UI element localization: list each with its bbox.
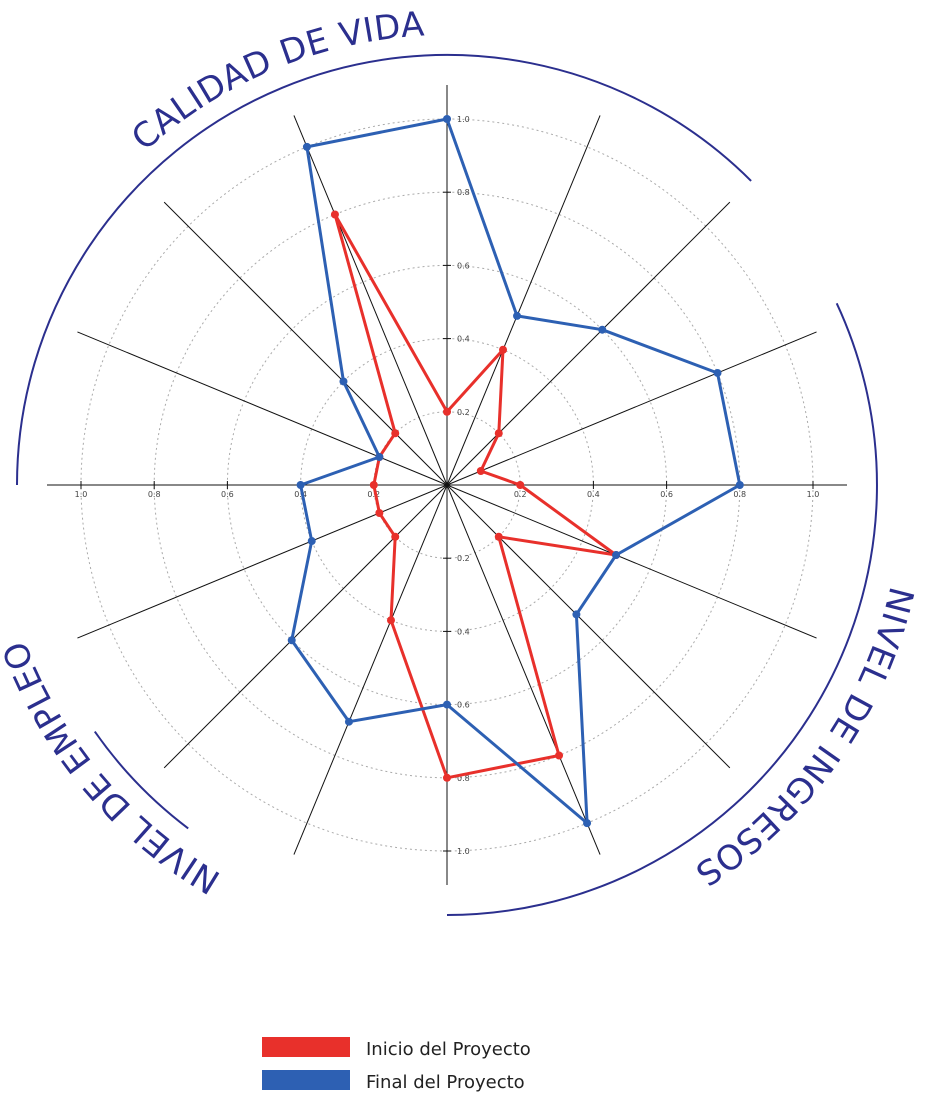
series-layer	[287, 115, 744, 828]
data-point-series-2	[598, 325, 607, 334]
group-label-text: NIVEL DE EMPLEO	[0, 635, 226, 901]
data-point-series-1	[516, 481, 525, 489]
data-point-series-2	[307, 537, 316, 546]
axis-spoke-2	[446, 115, 601, 486]
group-arc-1	[16, 53, 752, 486]
tick-label: 0.2	[367, 490, 380, 499]
data-point-series-2	[735, 481, 744, 489]
axis-spoke-10	[293, 484, 448, 855]
axis-spoke-4	[446, 331, 817, 486]
legend-label-2: Final del Proyecto	[366, 1072, 525, 1093]
data-point-series-2	[443, 115, 451, 123]
data-point-series-1	[391, 532, 400, 541]
group-label-text: CALIDAD DE VIDA	[124, 4, 425, 158]
axis-spoke-11	[163, 484, 448, 769]
data-point-series-2	[344, 717, 353, 726]
tick-label: 1.0	[457, 847, 470, 856]
data-point-series-2	[375, 452, 384, 461]
group-label-2: NIVEL DE INGRESOS	[688, 583, 921, 894]
group-arc-3	[93, 731, 189, 830]
tick-label: 0.2	[457, 408, 470, 417]
tick-label: 0.4	[457, 627, 470, 636]
tick-label: 0.6	[457, 261, 470, 270]
data-point-series-1	[369, 481, 378, 489]
data-point-series-1	[476, 466, 485, 475]
axis-spoke-16	[293, 115, 448, 486]
tick-label: 1.0	[457, 115, 470, 124]
axis-spoke-6	[446, 484, 817, 639]
group-label-1: CALIDAD DE VIDA	[124, 4, 426, 158]
tick-label: 0.6	[221, 490, 234, 499]
data-point-series-1	[391, 429, 400, 438]
tick-label: 0.4	[587, 490, 600, 499]
tick-label: 0.8	[733, 490, 746, 499]
tick-label: 0.8	[457, 774, 470, 783]
legend: Inicio del Proyecto Final del Proyecto	[262, 1037, 531, 1093]
data-point-series-1	[494, 429, 503, 438]
tick-label: 0.8	[148, 490, 161, 499]
tick-label: 0.8	[457, 188, 470, 197]
data-point-series-2	[513, 311, 522, 320]
data-point-series-2	[287, 636, 296, 645]
data-point-series-1	[555, 751, 564, 760]
legend-swatch-1	[262, 1037, 350, 1057]
axis-spoke-7	[446, 484, 731, 769]
tick-label: 1.0	[75, 490, 88, 499]
data-point-series-1	[375, 509, 384, 518]
data-point-series-2	[302, 142, 311, 151]
group-label-3: NIVEL DE EMPLEO	[0, 635, 227, 901]
group-label-text: NIVEL DE INGRESOS	[688, 583, 921, 894]
axis-spoke-8	[446, 484, 601, 855]
axis-spokes	[47, 85, 847, 885]
data-point-series-1	[443, 407, 451, 416]
tick-label: 0.4	[294, 490, 307, 499]
tick-label: 0.4	[457, 335, 470, 344]
tick-label: 1.0	[807, 490, 820, 499]
data-point-series-1	[386, 616, 395, 625]
axis-spoke-15	[163, 201, 448, 486]
tick-label: 0.6	[660, 490, 673, 499]
axis-spoke-3	[446, 201, 731, 486]
data-point-series-2	[612, 551, 621, 560]
tick-layer: 0.2 0.4 0.6 0.8 1.0 0.2 0.4 0.6 0.8 1.0 0.2 0.4 0.6 0…	[75, 115, 820, 856]
data-point-series-2	[572, 610, 581, 619]
data-point-series-1	[499, 345, 508, 354]
data-point-series-2	[713, 368, 722, 377]
data-point-series-2	[583, 819, 592, 828]
data-point-series-2	[443, 700, 451, 709]
tick-label: 0.2	[514, 490, 527, 499]
tick-label: 0.2	[457, 554, 470, 563]
series-line-2	[290, 117, 742, 825]
data-point-series-1	[494, 532, 503, 541]
axis-spoke-12	[77, 484, 448, 639]
data-point-series-1	[443, 773, 451, 782]
legend-label-1: Inicio del Proyecto	[366, 1039, 531, 1060]
data-point-series-1	[330, 210, 339, 219]
group-arc-2	[446, 302, 878, 916]
tick-label: 0.6	[457, 701, 470, 710]
legend-swatch-2	[262, 1070, 350, 1090]
data-point-series-2	[296, 481, 305, 489]
axis-spoke-14	[77, 331, 448, 486]
data-point-series-2	[339, 377, 348, 386]
